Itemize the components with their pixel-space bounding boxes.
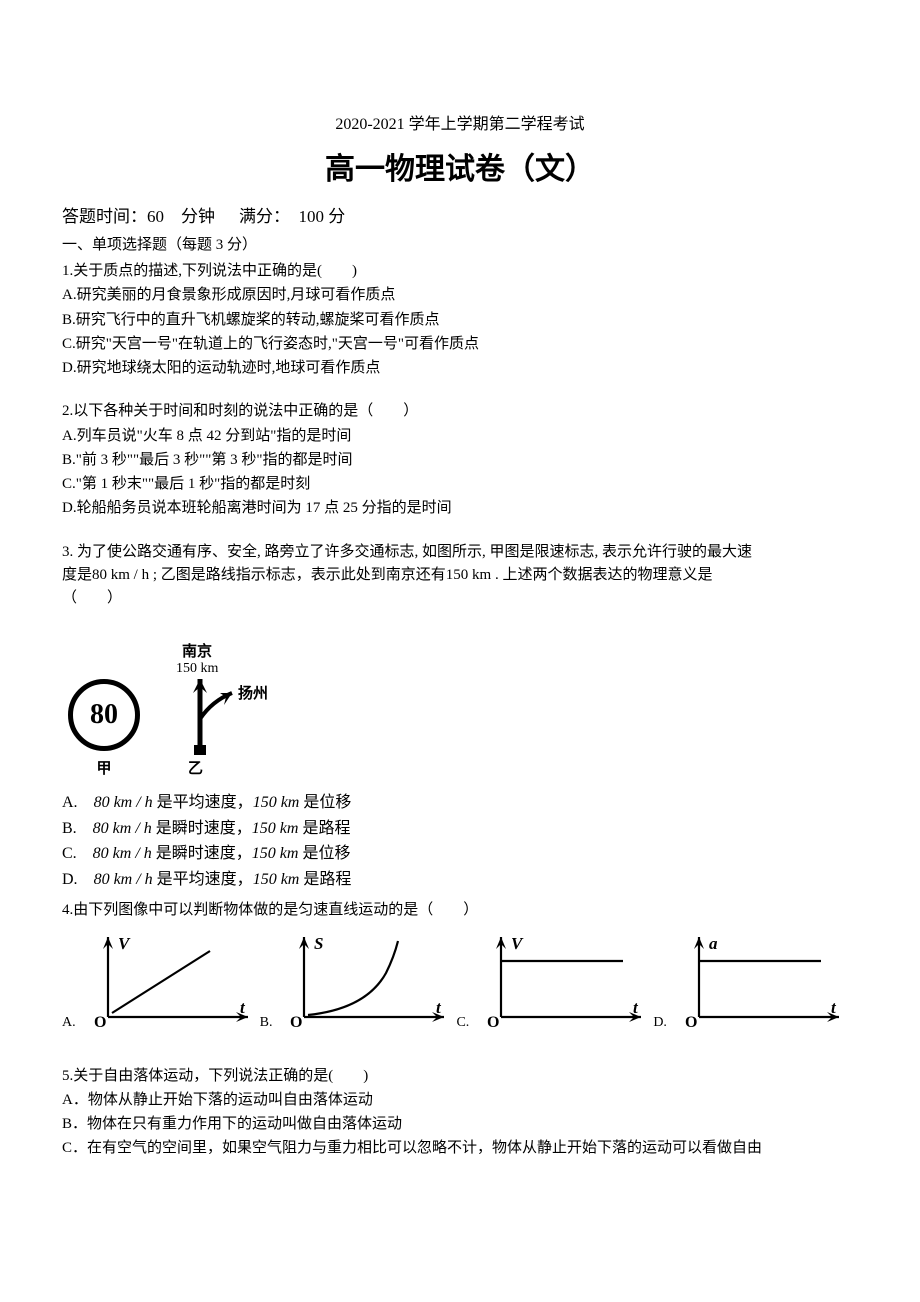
q2-option-d: D.轮船船务员说本班轮船离港时间为 17 点 25 分指的是时间 xyxy=(62,497,858,520)
q3-option-b: B. 80 km / h 是瞬时速度，150 km 是路程 xyxy=(62,816,858,842)
question-3-stem: 3. 为了使公路交通有序、安全, 路旁立了许多交通标志, 如图所示, 甲图是限速… xyxy=(62,541,858,611)
svg-text:t: t xyxy=(633,998,639,1017)
q3-dist: 150 km xyxy=(446,567,491,583)
q2-option-b: B."前 3 秒""最后 3 秒""第 3 秒"指的都是时间 xyxy=(62,449,858,472)
q4-graph-b: B. S t O xyxy=(260,933,457,1029)
q4-graph-d: D. a t O xyxy=(653,933,851,1029)
vt-linear-graph: V t O xyxy=(80,933,260,1029)
svg-text:O: O xyxy=(94,1014,106,1029)
q1-option-c: C.研究"天宫一号"在轨道上的飞行姿态时,"天宫一号"可看作质点 xyxy=(62,333,858,356)
q5-option-a: A．物体从静止开始下落的运动叫自由落体运动 xyxy=(62,1089,858,1112)
svg-text:a: a xyxy=(709,934,718,953)
speed-limit-sign: 80 甲 xyxy=(68,679,140,778)
q4-letter-c: C. xyxy=(456,1015,469,1031)
q1-stem: 1.关于质点的描述,下列说法中正确的是( ) xyxy=(62,260,858,283)
svg-text:V: V xyxy=(118,934,131,953)
question-1: 1.关于质点的描述,下列说法中正确的是( ) A.研究美丽的月食景象形成原因时,… xyxy=(62,260,858,380)
q4-graphs: A. V t O B. S t O C. xyxy=(62,933,858,1029)
svg-text:O: O xyxy=(685,1014,697,1029)
q4-graph-c: C. V t O xyxy=(456,933,653,1029)
q4-letter-a: A. xyxy=(62,1015,76,1031)
exam-subtitle: 2020-2021 学年上学期第二学程考试 xyxy=(62,110,858,134)
q4-stem: 4.由下列图像中可以判断物体做的是匀速直线运动的是（ ） xyxy=(62,898,858,919)
q1-option-a: A.研究美丽的月食景象形成原因时,月球可看作质点 xyxy=(62,284,858,307)
q3-option-c: C. 80 km / h 是瞬时速度，150 km 是位移 xyxy=(62,841,858,867)
q3-line1: 3. 为了使公路交通有序、安全, 路旁立了许多交通标志, 如图所示, 甲图是限速… xyxy=(62,544,752,560)
svg-text:t: t xyxy=(831,998,837,1017)
q1-option-d: D.研究地球绕太阳的运动轨迹时,地球可看作质点 xyxy=(62,357,858,380)
direction-yangzhou: 扬州 xyxy=(238,682,268,703)
q5-stem: 5.关于自由落体运动，下列说法正确的是( ) xyxy=(62,1065,858,1088)
q3-option-d: D. 80 km / h 是平均速度，150 km 是路程 xyxy=(62,867,858,893)
q3-speed: 80 km / h xyxy=(92,567,149,583)
svg-text:O: O xyxy=(290,1014,302,1029)
direction-city: 南京 xyxy=(182,640,296,661)
section-1-title: 一、单项选择题（每题 3 分） xyxy=(62,233,858,254)
exam-meta: 答题时间：60 分钟 满分： 100 分 xyxy=(62,202,858,227)
q2-option-c: C."第 1 秒末""最后 1 秒"指的都是时刻 xyxy=(62,473,858,496)
svg-text:O: O xyxy=(487,1014,499,1029)
q3-line2c: . 上述两个数据表达的物理意义是 xyxy=(491,567,712,583)
q2-stem: 2.以下各种关于时间和时刻的说法中正确的是（ ） xyxy=(62,400,858,423)
svg-text:S: S xyxy=(314,934,323,953)
q4-letter-d: D. xyxy=(653,1015,667,1031)
vt-const-graph: V t O xyxy=(473,933,653,1029)
q5-option-b: B．物体在只有重力作用下的运动叫做自由落体运动 xyxy=(62,1113,858,1136)
sign-label-jia: 甲 xyxy=(68,757,140,778)
st-curve-graph: S t O xyxy=(276,933,456,1029)
meta-time: 答题时间：60 分钟 xyxy=(62,207,215,226)
q4-letter-b: B. xyxy=(260,1015,273,1031)
q3-line3: （ ） xyxy=(62,590,122,606)
sign-label-yi: 乙 xyxy=(188,757,296,778)
q3-option-a: A. 80 km / h 是平均速度，150 km 是位移 xyxy=(62,790,858,816)
svg-text:V: V xyxy=(511,934,524,953)
question-2: 2.以下各种关于时间和时刻的说法中正确的是（ ） A.列车员说"火车 8 点 4… xyxy=(62,400,858,520)
q4-graph-a: A. V t O xyxy=(62,933,260,1029)
at-const-graph: a t O xyxy=(671,933,851,1029)
q3-line2b: ; 乙图是路线指示标志，表示此处到南京还有 xyxy=(149,567,446,583)
meta-score: 满分： 100 分 xyxy=(239,207,345,226)
q3-diagram-row: 80 甲 南京 150 km 扬州 乙 xyxy=(62,640,858,778)
q1-option-b: B.研究飞行中的直升飞机螺旋桨的转动,螺旋桨可看作质点 xyxy=(62,309,858,332)
question-5: 5.关于自由落体运动，下列说法正确的是( ) A．物体从静止开始下落的运动叫自由… xyxy=(62,1065,858,1161)
q2-option-a: A.列车员说"火车 8 点 42 分到站"指的是时间 xyxy=(62,425,858,448)
speed-circle: 80 xyxy=(68,679,140,751)
q5-option-c: C．在有空气的空间里，如果空气阻力与重力相比可以忽略不计，物体从静止开始下落的运… xyxy=(62,1137,858,1160)
exam-title: 高一物理试卷（文） xyxy=(62,144,858,188)
direction-sign: 南京 150 km 扬州 乙 xyxy=(176,640,296,778)
q3-options: A. 80 km / h 是平均速度，150 km 是位移 B. 80 km /… xyxy=(62,790,858,892)
q3-line2a: 度是 xyxy=(62,567,92,583)
svg-text:t: t xyxy=(240,998,246,1017)
direction-distance: 150 km xyxy=(176,661,296,677)
svg-text:t: t xyxy=(436,998,442,1017)
direction-arrow-icon xyxy=(182,679,242,757)
